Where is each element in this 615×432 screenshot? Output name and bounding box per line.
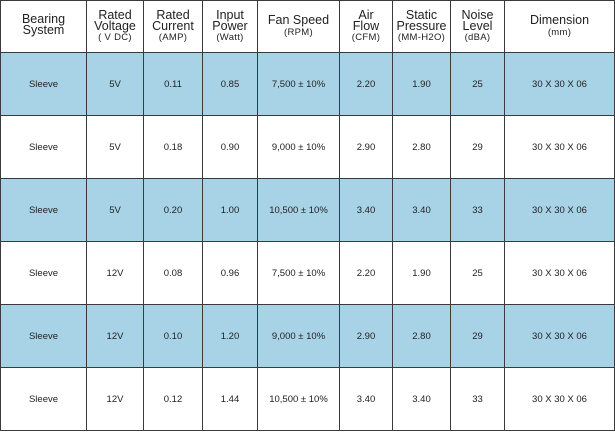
header-label: Noise xyxy=(461,7,494,22)
cell-rated-voltage: 12V xyxy=(86,241,144,305)
cell-air-flow: 2.20 xyxy=(339,52,393,116)
header-rated-voltage: Rated Voltage ( V DC) xyxy=(86,0,144,53)
cell-noise-level: 33 xyxy=(450,178,505,242)
cell-dimension: 30 X 30 X 06 xyxy=(504,178,615,242)
header-unit: (mm) xyxy=(547,27,572,38)
cell-static-pressure: 3.40 xyxy=(392,178,451,242)
cell-dimension: 30 X 30 X 06 xyxy=(504,304,615,368)
cell-input-power: 1.20 xyxy=(202,304,258,368)
cell-rated-current: 0.10 xyxy=(143,304,203,368)
cell-static-pressure: 1.90 xyxy=(392,52,451,116)
header-label: Air xyxy=(358,7,374,22)
cell-air-flow: 3.40 xyxy=(339,367,393,431)
cell-fan-speed: 10,500 ± 10% xyxy=(257,178,340,242)
cell-bearing-system: Sleeve xyxy=(0,52,87,116)
cell-bearing-system: Sleeve xyxy=(0,304,87,368)
cell-static-pressure: 2.80 xyxy=(392,115,451,179)
cell-noise-level: 29 xyxy=(450,115,505,179)
cell-fan-speed: 9,000 ± 10% xyxy=(257,115,340,179)
cell-static-pressure: 2.80 xyxy=(392,304,451,368)
table-body: Sleeve 5V 0.11 0.85 7,500 ± 10% 2.20 1.90 25 30 … xyxy=(0,52,615,431)
table-row: Sleeve 12V 0.12 1.44 10,500 ± 10% 3.40 3.40 33 3… xyxy=(0,367,615,431)
cell-rated-current: 0.12 xyxy=(143,367,203,431)
header-static-pressure: Static Pressure (MM-H2O) xyxy=(392,0,451,53)
cell-rated-current: 0.11 xyxy=(143,52,203,116)
cell-dimension: 30 X 30 X 06 xyxy=(504,241,615,305)
header-label: Input xyxy=(216,7,244,22)
cell-rated-voltage: 5V xyxy=(86,178,144,242)
cell-fan-speed: 10,500 ± 10% xyxy=(257,367,340,431)
cell-input-power: 0.85 xyxy=(202,52,258,116)
cell-rated-current: 0.08 xyxy=(143,241,203,305)
cell-air-flow: 3.40 xyxy=(339,178,393,242)
header-air-flow: Air Flow (CFM) xyxy=(339,0,393,53)
header-label: Static xyxy=(405,7,438,22)
header-label: Voltage xyxy=(94,18,136,33)
header-bearing-system: Bearing System xyxy=(0,0,87,53)
cell-input-power: 0.96 xyxy=(202,241,258,305)
header-unit: (MM-H2O) xyxy=(397,31,446,43)
cell-static-pressure: 1.90 xyxy=(392,241,451,305)
table-row: Sleeve 5V 0.11 0.85 7,500 ± 10% 2.20 1.90 25 30 … xyxy=(0,52,615,116)
cell-bearing-system: Sleeve xyxy=(0,367,87,431)
header-input-power: Input Power (Watt) xyxy=(202,0,258,53)
cell-dimension: 30 X 30 X 06 xyxy=(504,115,615,179)
cell-bearing-system: Sleeve xyxy=(0,115,87,179)
cell-rated-voltage: 5V xyxy=(86,115,144,179)
header-label: Current xyxy=(152,18,194,33)
cell-static-pressure: 3.40 xyxy=(392,367,451,431)
table-row: Sleeve 5V 0.18 0.90 9,000 ± 10% 2.90 2.80 29 30 … xyxy=(0,115,615,179)
header-label: Dimension xyxy=(529,13,590,27)
header-label: System xyxy=(22,22,65,37)
cell-fan-speed: 7,500 ± 10% xyxy=(257,52,340,116)
cell-air-flow: 2.90 xyxy=(339,115,393,179)
table-row: Sleeve 12V 0.08 0.96 7,500 ± 10% 2.20 1.90 25 30… xyxy=(0,241,615,305)
table-row: Sleeve 5V 0.20 1.00 10,500 ± 10% 3.40 3.40 33 30… xyxy=(0,178,615,242)
cell-air-flow: 2.20 xyxy=(339,241,393,305)
header-unit: (AMP) xyxy=(158,31,188,43)
cell-dimension: 30 X 30 X 06 xyxy=(504,52,615,116)
header-rated-current: Rated Current (AMP) xyxy=(143,0,203,53)
header-label: Rated xyxy=(98,7,132,22)
header-label: Pressure xyxy=(396,18,447,33)
header-unit: ( V DC) xyxy=(98,31,132,43)
cell-noise-level: 25 xyxy=(450,241,505,305)
header-fan-speed: Fan Speed (RPM) xyxy=(257,0,340,53)
cell-rated-voltage: 12V xyxy=(86,367,144,431)
header-label: Fan Speed xyxy=(267,13,330,27)
cell-fan-speed: 7,500 ± 10% xyxy=(257,241,340,305)
header-unit: (dBA) xyxy=(464,31,491,43)
header-label: Bearing xyxy=(21,11,66,26)
table-row: Sleeve 12V 0.10 1.20 9,000 ± 10% 2.90 2.80 29 30… xyxy=(0,304,615,368)
cell-dimension: 30 X 30 X 06 xyxy=(504,367,615,431)
cell-rated-voltage: 12V xyxy=(86,304,144,368)
header-label: Flow xyxy=(352,18,380,33)
header-noise-level: Noise Level (dBA) xyxy=(450,0,505,53)
header-label: Rated xyxy=(156,7,190,22)
cell-bearing-system: Sleeve xyxy=(0,241,87,305)
header-label: Level xyxy=(462,18,493,33)
header-dimension: Dimension (mm) xyxy=(504,0,615,53)
cell-bearing-system: Sleeve xyxy=(0,178,87,242)
header-unit: (CFM) xyxy=(351,31,381,43)
cell-rated-current: 0.18 xyxy=(143,115,203,179)
cell-fan-speed: 9,000 ± 10% xyxy=(257,304,340,368)
cell-input-power: 1.00 xyxy=(202,178,258,242)
header-unit: (Watt) xyxy=(216,31,244,43)
cell-rated-voltage: 5V xyxy=(86,52,144,116)
cell-input-power: 1.44 xyxy=(202,367,258,431)
cell-noise-level: 33 xyxy=(450,367,505,431)
cell-air-flow: 2.90 xyxy=(339,304,393,368)
cell-noise-level: 25 xyxy=(450,52,505,116)
cell-noise-level: 29 xyxy=(450,304,505,368)
cell-input-power: 0.90 xyxy=(202,115,258,179)
header-row: Bearing System Rated Voltage ( V DC) Rat… xyxy=(0,0,615,53)
header-unit: (RPM) xyxy=(284,27,313,38)
header-label: Power xyxy=(212,18,248,33)
cell-rated-current: 0.20 xyxy=(143,178,203,242)
